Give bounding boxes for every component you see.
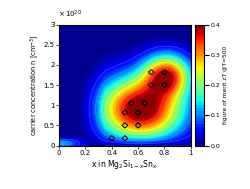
X-axis label: x in Mg$_2$Si$_{1-x}$Sn$_x$: x in Mg$_2$Si$_{1-x}$Sn$_x$ — [91, 158, 158, 171]
Text: $\times\,10^{20}$: $\times\,10^{20}$ — [58, 9, 81, 20]
Y-axis label: figure of merit zT @T=500: figure of merit zT @T=500 — [222, 46, 227, 124]
Y-axis label: carrier concentration n [cm$^{-3}$]: carrier concentration n [cm$^{-3}$] — [28, 34, 41, 136]
